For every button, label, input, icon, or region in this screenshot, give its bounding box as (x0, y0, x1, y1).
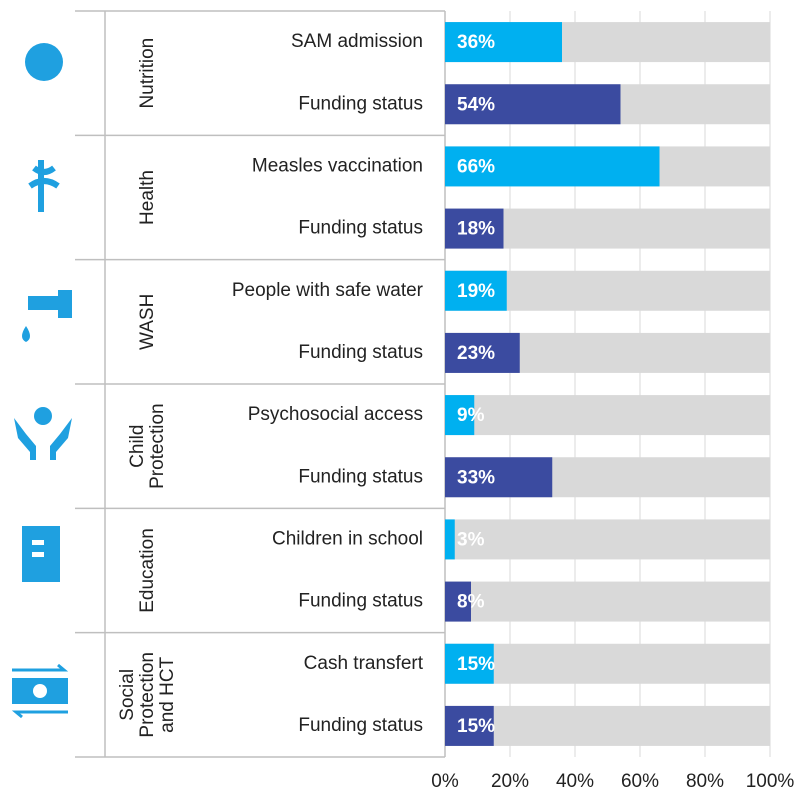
value-label: 33% (457, 467, 495, 488)
protection-icon (34, 407, 52, 425)
bar (445, 208, 504, 249)
bar-background (445, 519, 770, 560)
value-label: 36% (457, 32, 495, 53)
value-label: 19% (457, 281, 495, 302)
bar (445, 457, 553, 498)
value-label: 54% (457, 94, 495, 115)
bar-background (445, 395, 770, 436)
bar (445, 705, 494, 746)
group-label: Health (137, 170, 158, 225)
bar (445, 519, 455, 560)
group-label: Nutrition (137, 38, 158, 109)
category-label: People with safe water (232, 280, 424, 301)
group-label: Social (117, 669, 138, 721)
bar-background (445, 581, 770, 622)
x-tick-label: 100% (746, 771, 795, 792)
education-line (32, 552, 44, 557)
bar-background (445, 705, 770, 746)
x-tick-label: 20% (491, 771, 529, 792)
bar (445, 270, 507, 311)
value-label: 23% (457, 343, 495, 364)
value-label: 15% (457, 654, 495, 675)
value-label: 3% (457, 529, 485, 550)
health-icon-staff (38, 160, 44, 212)
category-label: Funding status (298, 591, 423, 612)
x-tick-label: 60% (621, 771, 659, 792)
bar (445, 22, 562, 63)
bar (445, 643, 494, 684)
protection-hands (14, 418, 72, 460)
bar (445, 581, 471, 622)
bar (445, 332, 520, 373)
category-label: SAM admission (291, 31, 423, 52)
category-label: Funding status (298, 715, 423, 736)
group-label: Education (137, 528, 158, 613)
category-label: Cash transfert (304, 653, 424, 674)
category-label: Measles vaccination (252, 155, 423, 176)
x-tick-label: 80% (686, 771, 724, 792)
category-label: Funding status (298, 466, 423, 487)
cash-coin (33, 684, 47, 698)
category-label: Children in school (272, 528, 423, 549)
value-label: 8% (457, 592, 485, 613)
x-tick-label: 40% (556, 771, 594, 792)
category-label: Funding status (298, 93, 423, 114)
group-label: Protection (147, 403, 168, 489)
icons (11, 43, 72, 719)
x-tick-label: 0% (431, 771, 459, 792)
cash-arrows (11, 663, 69, 719)
education-line (32, 540, 44, 545)
value-label: 66% (457, 156, 495, 177)
value-label: 15% (457, 716, 495, 737)
group-label: Child (127, 425, 148, 468)
nutrition-icon (25, 43, 63, 81)
bar (445, 146, 660, 187)
bar-background (445, 643, 770, 684)
bar (445, 395, 475, 436)
category-label: Funding status (298, 342, 423, 363)
value-label: 9% (457, 405, 485, 426)
wash-icon (28, 290, 72, 318)
category-label: Psychosocial access (248, 404, 423, 425)
value-label: 18% (457, 219, 495, 240)
group-label: WASH (137, 294, 158, 350)
group-label: Protection (137, 652, 158, 738)
group-label: and HCT (157, 656, 178, 732)
category-label: Funding status (298, 218, 423, 239)
wash-drop (22, 326, 30, 342)
bar (445, 84, 621, 125)
